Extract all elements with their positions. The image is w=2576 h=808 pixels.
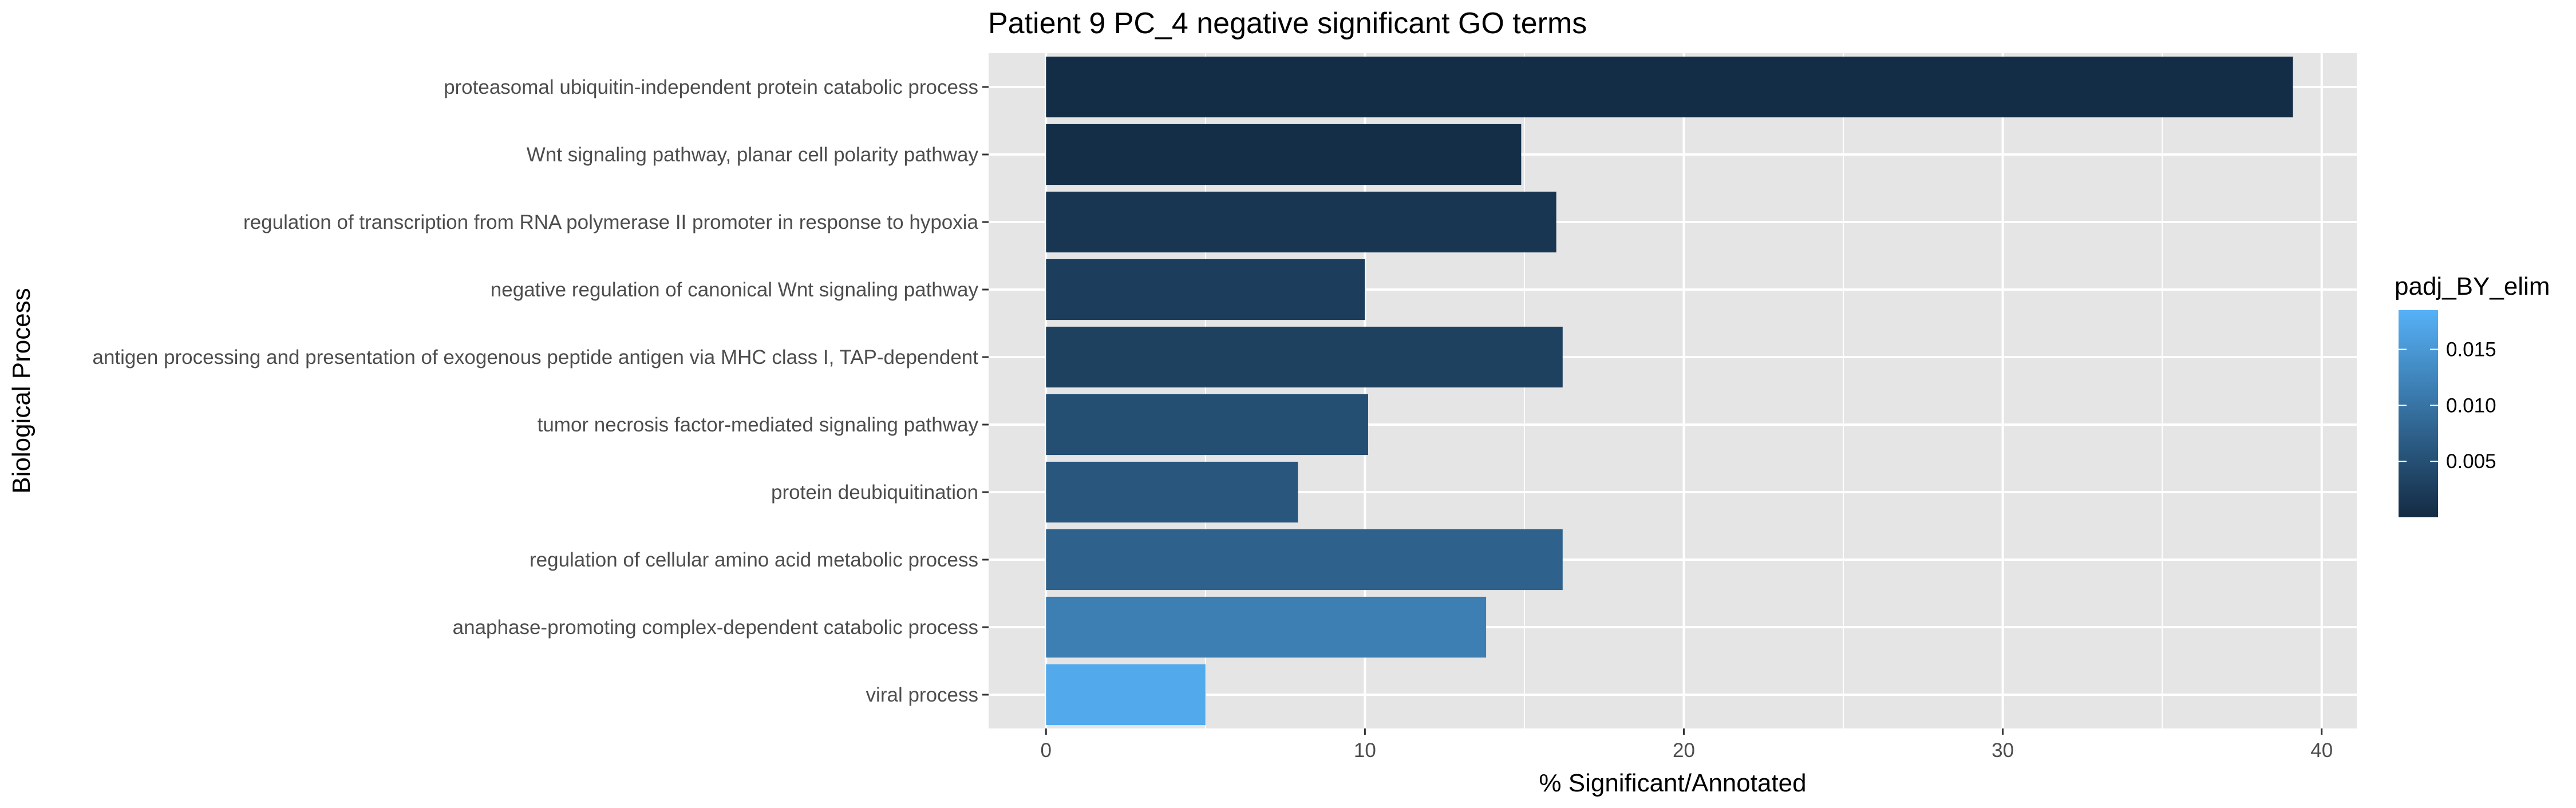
x-tick-label: 20 [1673,739,1695,762]
bar [1046,56,2293,118]
colorbar [2399,310,2438,517]
colorbar-tick-label: 0.005 [2446,450,2496,473]
x-tick-label: 10 [1354,739,1376,762]
colorbar-tick-label: 0.015 [2446,338,2496,361]
bars [1046,56,2293,726]
bar [1046,191,1556,253]
bar [1046,529,1563,591]
bar [1046,461,1298,523]
y-axis-label: Biological Process [7,288,35,494]
y-tick-label: regulation of transcription from RNA pol… [243,211,978,233]
y-tick-label: viral process [866,684,978,706]
bar [1046,394,1368,456]
y-tick-label: tumor necrosis factor-mediated signaling… [538,414,979,436]
y-tick-label: anaphase-promoting complex-dependent cat… [453,616,978,639]
y-tick-label: negative regulation of canonical Wnt sig… [491,279,979,301]
colorbar-tick-label: 0.010 [2446,394,2496,417]
y-axis: proteasomal ubiquitin-independent protei… [93,76,989,706]
bar [1046,596,1487,658]
x-tick-label: 30 [1992,739,2014,762]
colorbar-legend: padj_BY_elim 0.005 0.010 0.015 [2395,272,2550,517]
y-tick-label: antigen processing and presentation of e… [93,346,979,369]
y-tick-label: regulation of cellular amino acid metabo… [530,549,978,571]
x-tick-label: 40 [2310,739,2333,762]
y-tick-label: proteasomal ubiquitin-independent protei… [444,76,978,98]
legend-title: padj_BY_elim [2395,272,2550,300]
x-axis: 0 10 20 30 40 [1041,728,2333,762]
x-tick-label: 0 [1041,739,1052,762]
bar [1046,124,1522,185]
x-axis-label: % Significant/Annotated [1539,769,1806,797]
bar [1046,664,1206,726]
bar [1046,259,1365,320]
colorbar-ticks: 0.005 0.010 0.015 [2399,338,2496,473]
chart-title: Patient 9 PC_4 negative significant GO t… [988,7,1587,40]
y-tick-label: protein deubiquitination [771,481,978,504]
bar [1046,326,1563,388]
y-tick-label: Wnt signaling pathway, planar cell polar… [527,144,979,166]
